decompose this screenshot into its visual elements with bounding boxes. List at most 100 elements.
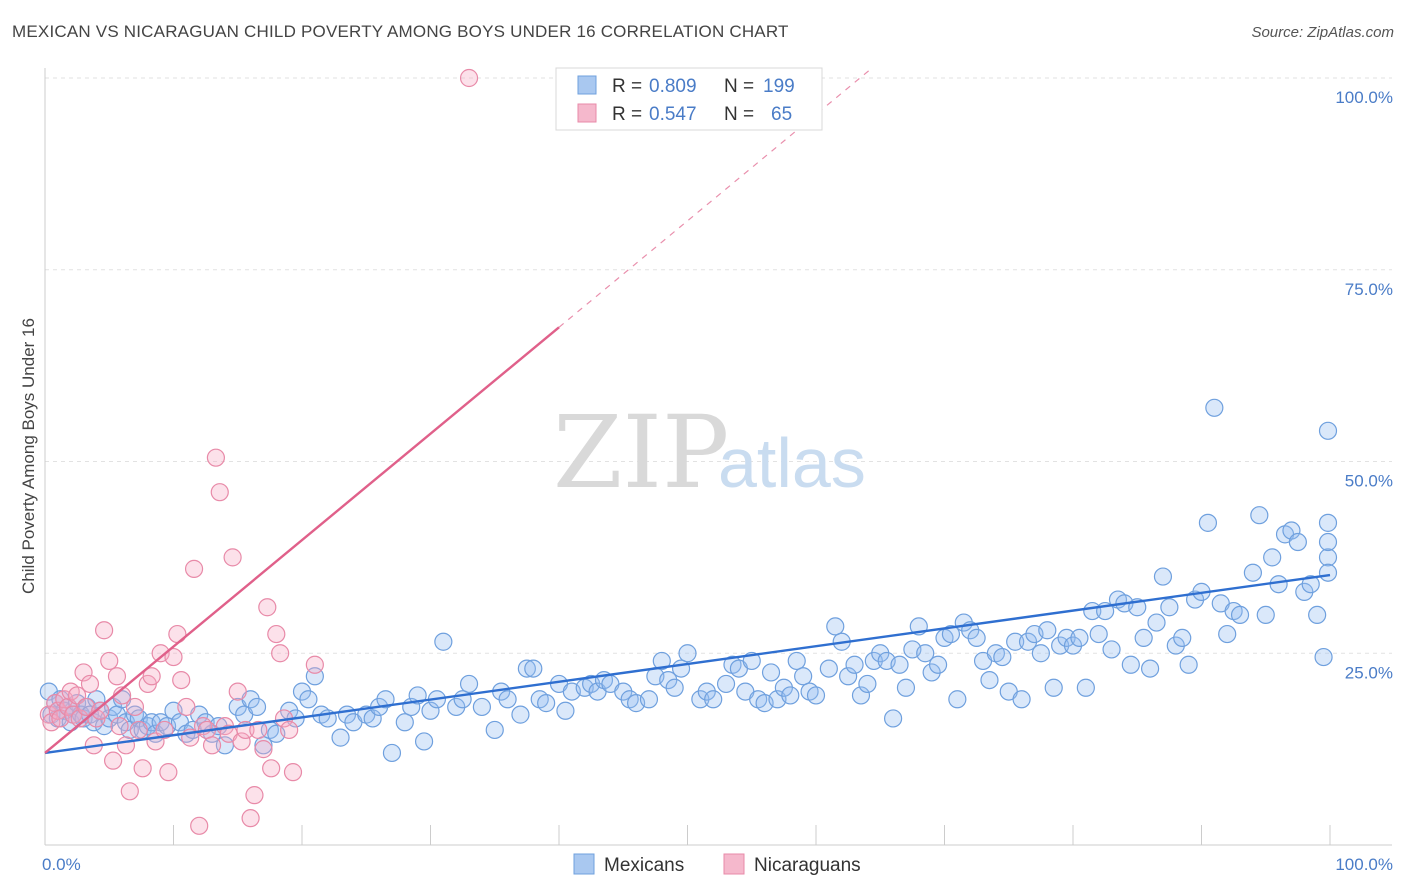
mexicans-point — [414, 732, 434, 751]
nicaraguans-point — [283, 763, 303, 782]
mexicans-point — [299, 690, 318, 709]
nicaraguans-point — [77, 697, 96, 717]
mexicans-point — [1006, 632, 1025, 651]
mexicans-point — [1288, 532, 1307, 552]
nicaraguans-point — [120, 782, 139, 801]
mexicans-point — [1250, 506, 1269, 525]
mexicans-point — [1318, 532, 1338, 552]
mexicans-point — [794, 667, 813, 686]
mexicans-point — [1140, 659, 1160, 678]
mexicans-point — [1147, 613, 1166, 632]
mexicans-point — [1076, 678, 1095, 697]
mexicans-point — [993, 647, 1012, 667]
nicaraguans-point — [95, 621, 114, 640]
nicaraguans-point — [110, 717, 129, 736]
nicaraguans-point — [280, 720, 299, 740]
mexicans-point — [761, 663, 781, 682]
nicaraguans-point — [125, 697, 145, 717]
mexicans-point — [556, 701, 575, 720]
series-legend-label-mexicans: Mexicans — [604, 855, 684, 876]
legend-swatch-nicaraguans — [577, 103, 597, 123]
legend-n-value-mexicans: 199 — [763, 76, 795, 97]
nicaraguans-point — [100, 651, 119, 671]
mexicans-point — [1318, 421, 1338, 440]
grid-lines — [45, 77, 1392, 654]
mexicans-point — [1134, 628, 1153, 648]
mexicans-point — [819, 659, 838, 678]
nicaraguans-point — [168, 624, 187, 644]
nicaraguans-point — [210, 483, 229, 502]
series-legend-swatch-nicaraguans — [723, 853, 745, 875]
x-tick-labels: 0.0% 100.0% — [42, 855, 1393, 874]
nicaraguans-point — [459, 68, 479, 88]
nicaraguans-trend-line — [44, 326, 560, 754]
y-tick-label: 100.0% — [1335, 88, 1393, 107]
nicaraguans-point — [172, 670, 191, 690]
nicaraguans-point — [271, 644, 290, 663]
chart-source: Source: ZipAtlas.com — [1251, 24, 1394, 41]
nicaraguans-point — [129, 720, 148, 740]
mexicans-point — [1089, 624, 1108, 644]
mexicans-point — [716, 674, 736, 694]
mexicans-point — [524, 659, 543, 678]
nicaraguans-point — [91, 701, 110, 720]
mexicans-point — [247, 697, 267, 717]
mexicans-point — [1173, 628, 1192, 648]
nicaraguans-point — [245, 786, 264, 805]
nicaraguans-point — [80, 674, 100, 694]
mexicans-point — [1230, 605, 1250, 625]
mexicans-point — [517, 659, 536, 678]
series-legend: Mexicans Nicaraguans — [573, 853, 861, 876]
y-tick-label: 25.0% — [1345, 663, 1393, 682]
mexicans-point — [1218, 624, 1237, 644]
mexicans-point — [678, 644, 697, 663]
mexicans-point — [890, 655, 909, 674]
mexicans-point — [1314, 647, 1333, 667]
mexicans-point — [826, 617, 845, 636]
mexicans-point — [537, 694, 556, 713]
mexicans-point — [1038, 621, 1057, 640]
mexicans-point — [1160, 598, 1179, 617]
mexicans-point — [1179, 655, 1198, 674]
y-axis-label: Child Poverty Among Boys Under 16 — [19, 318, 38, 594]
mexicans-point — [851, 686, 871, 705]
mexicans-point — [498, 690, 517, 709]
mexicans-point — [858, 674, 877, 694]
nicaraguans-point — [254, 740, 273, 759]
mexicans-point — [1102, 640, 1121, 659]
legend-r-label-mexicans: R = — [612, 76, 642, 97]
mexicans-point — [331, 728, 350, 747]
mexicans-point — [459, 674, 479, 694]
mexicans-point — [1153, 567, 1173, 586]
mexicans-point — [395, 713, 414, 732]
mexicans-point — [883, 709, 903, 728]
legend-n-label-nicaraguans: N = — [724, 104, 754, 125]
nicaraguans-point — [262, 759, 281, 778]
nicaraguans-points — [39, 68, 479, 835]
mexicans-point — [980, 670, 999, 690]
mexicans-point — [916, 644, 935, 663]
y-tick-label: 50.0% — [1345, 472, 1393, 491]
mexicans-point — [896, 678, 916, 697]
mexicans-point — [1301, 575, 1320, 594]
mexicans-point — [1070, 628, 1089, 648]
mexicans-point — [485, 720, 504, 740]
x-tick-label: 0.0% — [42, 855, 81, 874]
chart-title: MEXICAN VS NICARAGUAN CHILD POVERTY AMON… — [12, 22, 789, 41]
mexicans-point — [376, 690, 395, 709]
nicaraguans-point — [267, 624, 286, 644]
mexicans-point — [704, 690, 723, 709]
mexicans-point — [839, 667, 858, 686]
mexicans-point — [1198, 513, 1218, 532]
mexicans-point — [434, 632, 453, 651]
nicaraguans-point — [258, 598, 277, 617]
legend-n-value-nicaraguans: 65 — [771, 104, 792, 125]
nicaraguans-point — [223, 548, 242, 567]
mexicans-point — [1031, 644, 1050, 663]
series-legend-label-nicaraguans: Nicaraguans — [754, 855, 861, 876]
mexicans-point — [652, 651, 671, 671]
mexicans-point — [948, 690, 967, 709]
mexicans-point — [1308, 605, 1327, 625]
mexicans-point — [511, 705, 530, 724]
